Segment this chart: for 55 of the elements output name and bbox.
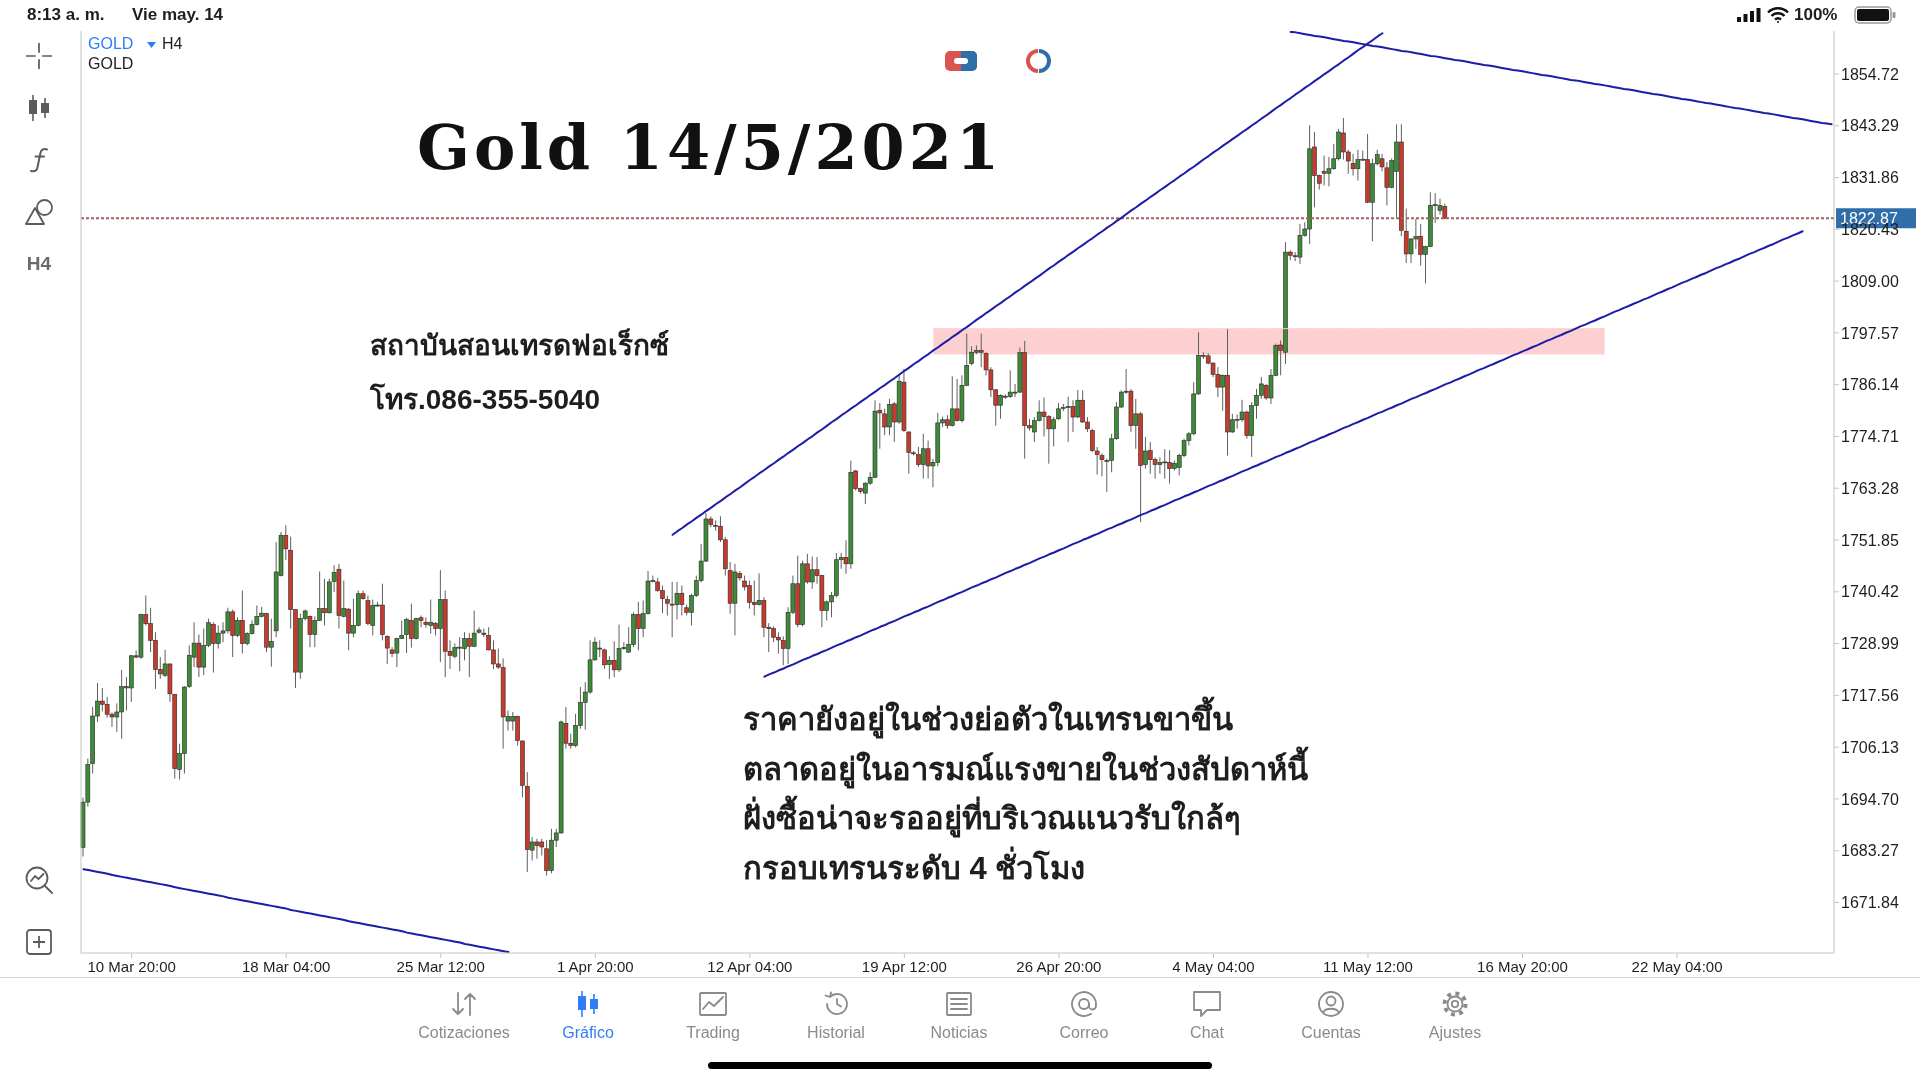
x-tick-label: 22 May 04:00: [1631, 958, 1723, 975]
y-tick-label: 1728.99: [1841, 635, 1899, 653]
y-tick-label: 1774.71: [1841, 428, 1899, 446]
text: Gráfico: [562, 1023, 614, 1043]
y-tick-label: 1683.27: [1841, 842, 1899, 860]
x-tick-label: 16 May 20:00: [1477, 958, 1568, 975]
text: Noticias: [930, 1023, 988, 1043]
text: 8:13 a. m.: [27, 4, 105, 26]
annotation: โทร.086-355-5040: [370, 382, 601, 417]
y-tick-label: 1671.84: [1841, 894, 1899, 912]
y-tick-label: 1706.13: [1841, 738, 1899, 756]
y-tick-label: 1854.72: [1841, 65, 1899, 83]
text: Cuentas: [1301, 1023, 1361, 1043]
x-tick-label: 25 Mar 12:00: [396, 958, 485, 975]
annotation: GOLD: [88, 54, 134, 74]
y-tick-label: 1694.70: [1841, 790, 1899, 808]
text: Cotizaciones: [418, 1023, 510, 1043]
x-tick-label: 1 Apr 20:00: [556, 958, 634, 975]
y-tick-label: 1763.28: [1841, 479, 1899, 497]
text: Trading: [686, 1023, 740, 1043]
x-tick-label: 4 May 04:00: [1172, 958, 1255, 975]
annotation: H4: [162, 34, 183, 54]
text: Historial: [807, 1023, 865, 1043]
annotation: สถาบันสอนเทรดฟอเร็กซ์: [370, 327, 669, 363]
candlestick: [616, 624, 622, 673]
y-tick-label: 1786.14: [1841, 376, 1899, 394]
candlestick: [1065, 396, 1071, 443]
annotation: GOLD: [88, 34, 134, 54]
x-tick-label: 26 Apr 20:00: [1016, 958, 1102, 975]
candlestick: [384, 634, 390, 665]
text: Ajustes: [1428, 1023, 1482, 1043]
x-tick-label: 10 Mar 20:00: [87, 958, 176, 975]
x-tick-label: 19 Apr 12:00: [861, 958, 947, 975]
text: H4: [26, 252, 52, 276]
text: Correo: [1059, 1023, 1109, 1043]
y-tick-label: 1797.57: [1841, 324, 1899, 342]
text: 100%: [1794, 4, 1838, 26]
y-tick-label: 1843.29: [1841, 117, 1899, 135]
candlestick: [916, 446, 921, 468]
text: Vie may. 14: [132, 4, 224, 26]
text: Chat: [1190, 1023, 1224, 1043]
candlestick: [751, 580, 757, 616]
x-tick-label: 11 May 12:00: [1323, 958, 1413, 975]
line-series: [763, 230, 1804, 678]
y-tick-label: 1740.42: [1841, 583, 1899, 601]
text: Gold 14/5/2021: [416, 110, 1004, 184]
candlestick: [669, 581, 675, 638]
x-tick-label: 12 Apr 04:00: [707, 958, 793, 975]
line-series: [82, 868, 510, 953]
y-tick-label: 1831.86: [1841, 169, 1899, 187]
y-tick-label: 1751.85: [1841, 531, 1899, 549]
x-tick-label: 18 Mar 04:00: [242, 958, 331, 975]
y-tick-label: 1809.00: [1841, 272, 1899, 290]
y-tick-label: 1717.56: [1841, 687, 1899, 705]
candlestick: [949, 375, 955, 428]
